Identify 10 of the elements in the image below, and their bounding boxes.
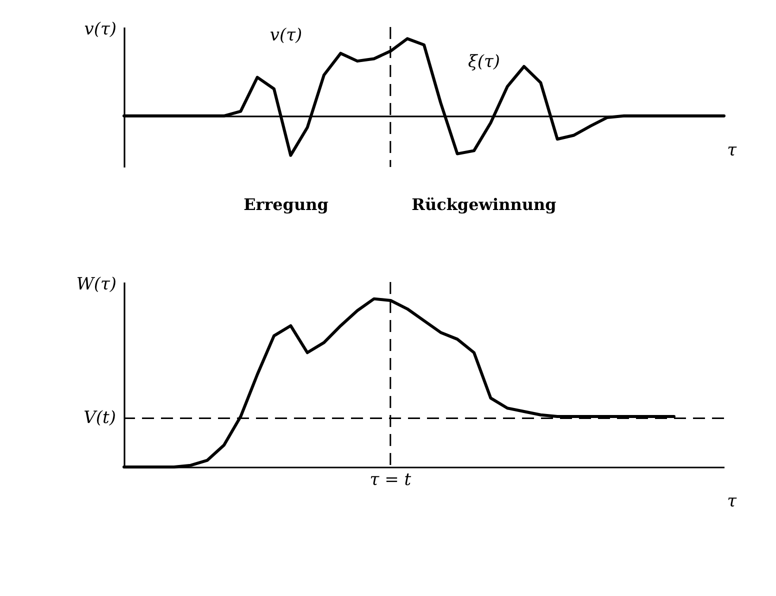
annotation: ξ(τ) [468, 52, 500, 72]
x-axis-title: τ [727, 140, 738, 160]
ref-line-label: V(t) [84, 408, 116, 428]
annotation: v(τ) [270, 25, 302, 46]
y-axis-title: W(τ) [76, 274, 116, 294]
x-axis-title: τ [727, 492, 738, 512]
text: Rückgewinnung [412, 194, 556, 214]
text: τ = t [370, 470, 412, 490]
text: Erregung [244, 194, 328, 214]
y-axis-title: v(τ) [84, 20, 116, 40]
